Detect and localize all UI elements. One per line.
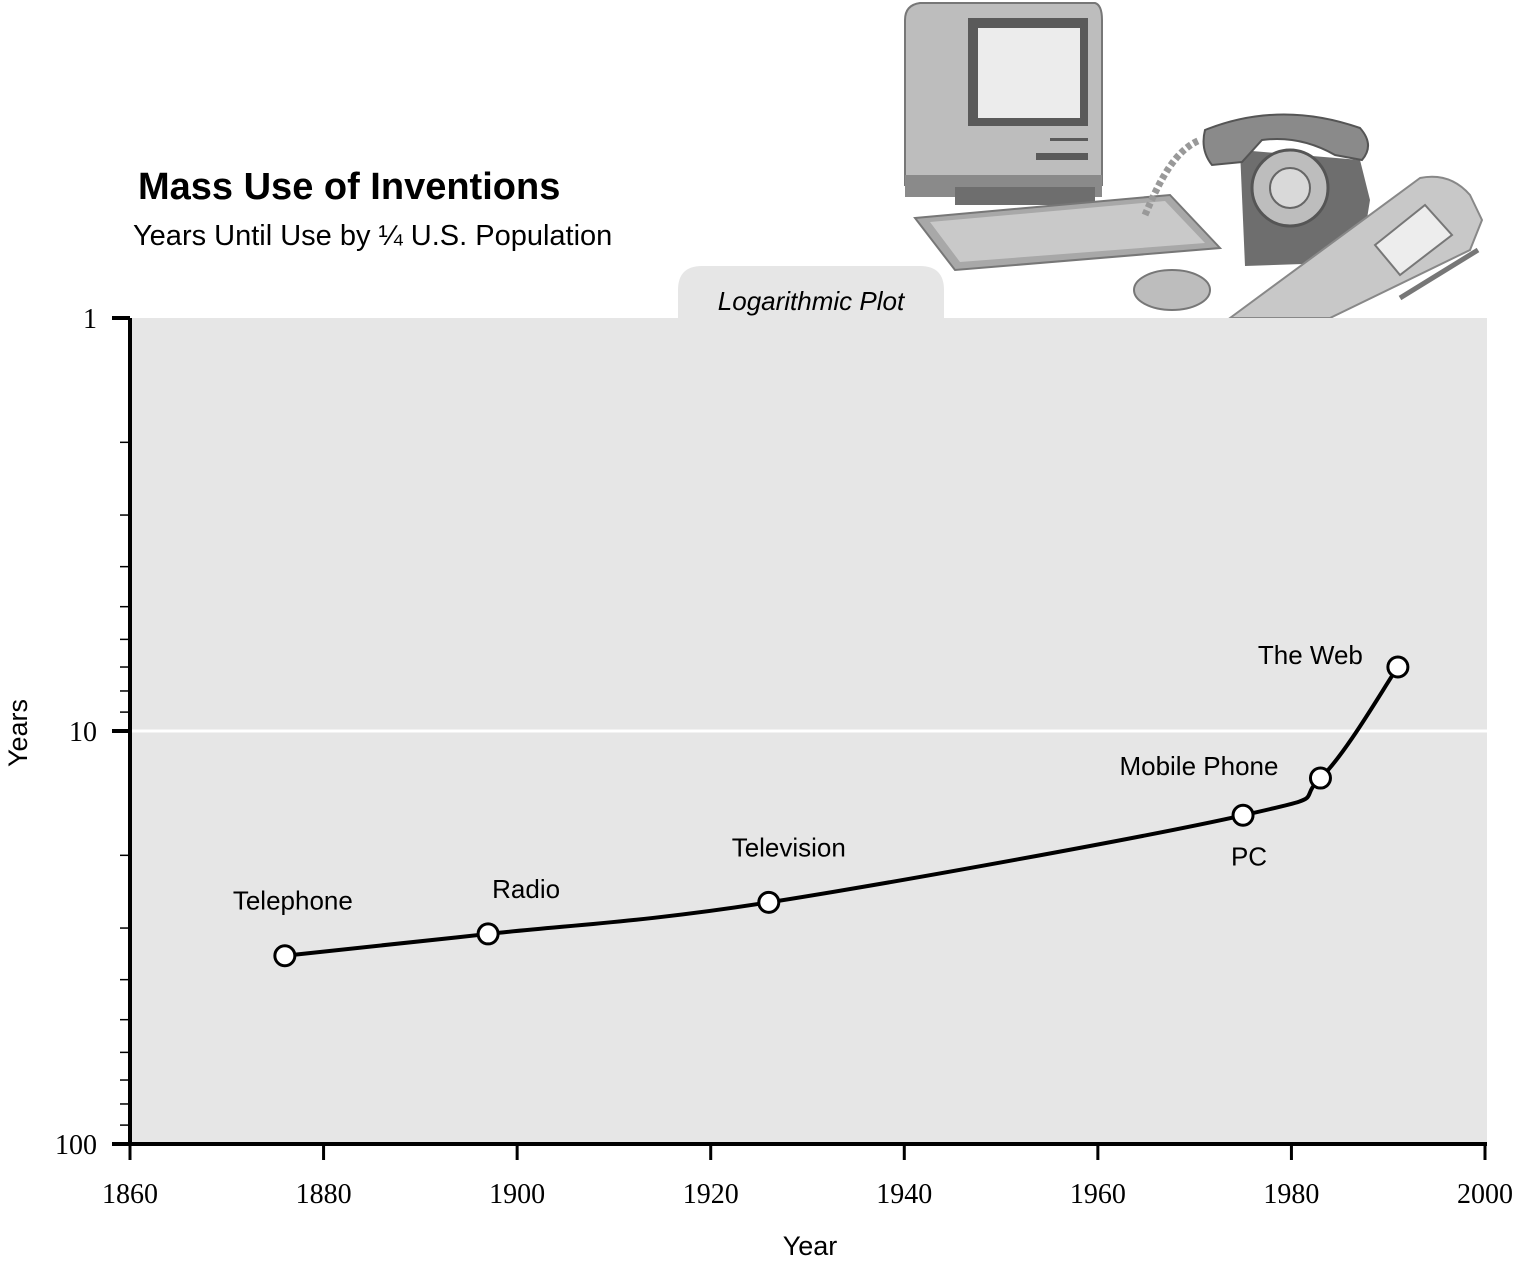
- x-tick-label: 1880: [296, 1179, 352, 1210]
- illustration: [904, 2, 1484, 319]
- x-axis-label: Year: [783, 1231, 838, 1261]
- x-tick-label: 1860: [102, 1179, 158, 1210]
- rotary-telephone-icon: [1141, 113, 1370, 266]
- chart-title: Mass Use of Inventions: [138, 166, 561, 208]
- x-tick-label: 1900: [489, 1179, 545, 1210]
- x-tick-label: 1960: [1070, 1179, 1126, 1210]
- y-tick-label: 10: [69, 717, 97, 748]
- point-label: The Web: [1258, 640, 1363, 670]
- x-tick-label: 2000: [1457, 1179, 1513, 1210]
- point-label: Mobile Phone: [1119, 751, 1278, 781]
- computer-icon: [904, 2, 1223, 311]
- mobile-phone-icon: [1226, 175, 1484, 319]
- point-label: Telephone: [233, 886, 353, 916]
- point-label: PC: [1231, 841, 1267, 871]
- chart-subtitle: Years Until Use by ¼ U.S. Population: [133, 220, 613, 252]
- point-label: Radio: [492, 874, 560, 904]
- log-plot-tab-label: Logarithmic Plot: [718, 286, 906, 316]
- y-tick-label: 1: [83, 304, 97, 335]
- y-axis-label: Years: [3, 699, 33, 767]
- data-point: [1308, 766, 1332, 790]
- x-tick-label: 1980: [1263, 1179, 1319, 1210]
- log-plot-tab: Logarithmic Plot: [678, 266, 944, 318]
- data-point: [1386, 655, 1410, 679]
- data-point: [476, 922, 500, 946]
- point-label: Television: [732, 832, 846, 862]
- data-point: [273, 944, 297, 968]
- x-tick-label: 1940: [876, 1179, 932, 1210]
- data-point: [1231, 803, 1255, 827]
- data-point: [757, 890, 781, 914]
- y-tick-label: 100: [55, 1130, 97, 1161]
- x-tick-label: 1920: [683, 1179, 739, 1210]
